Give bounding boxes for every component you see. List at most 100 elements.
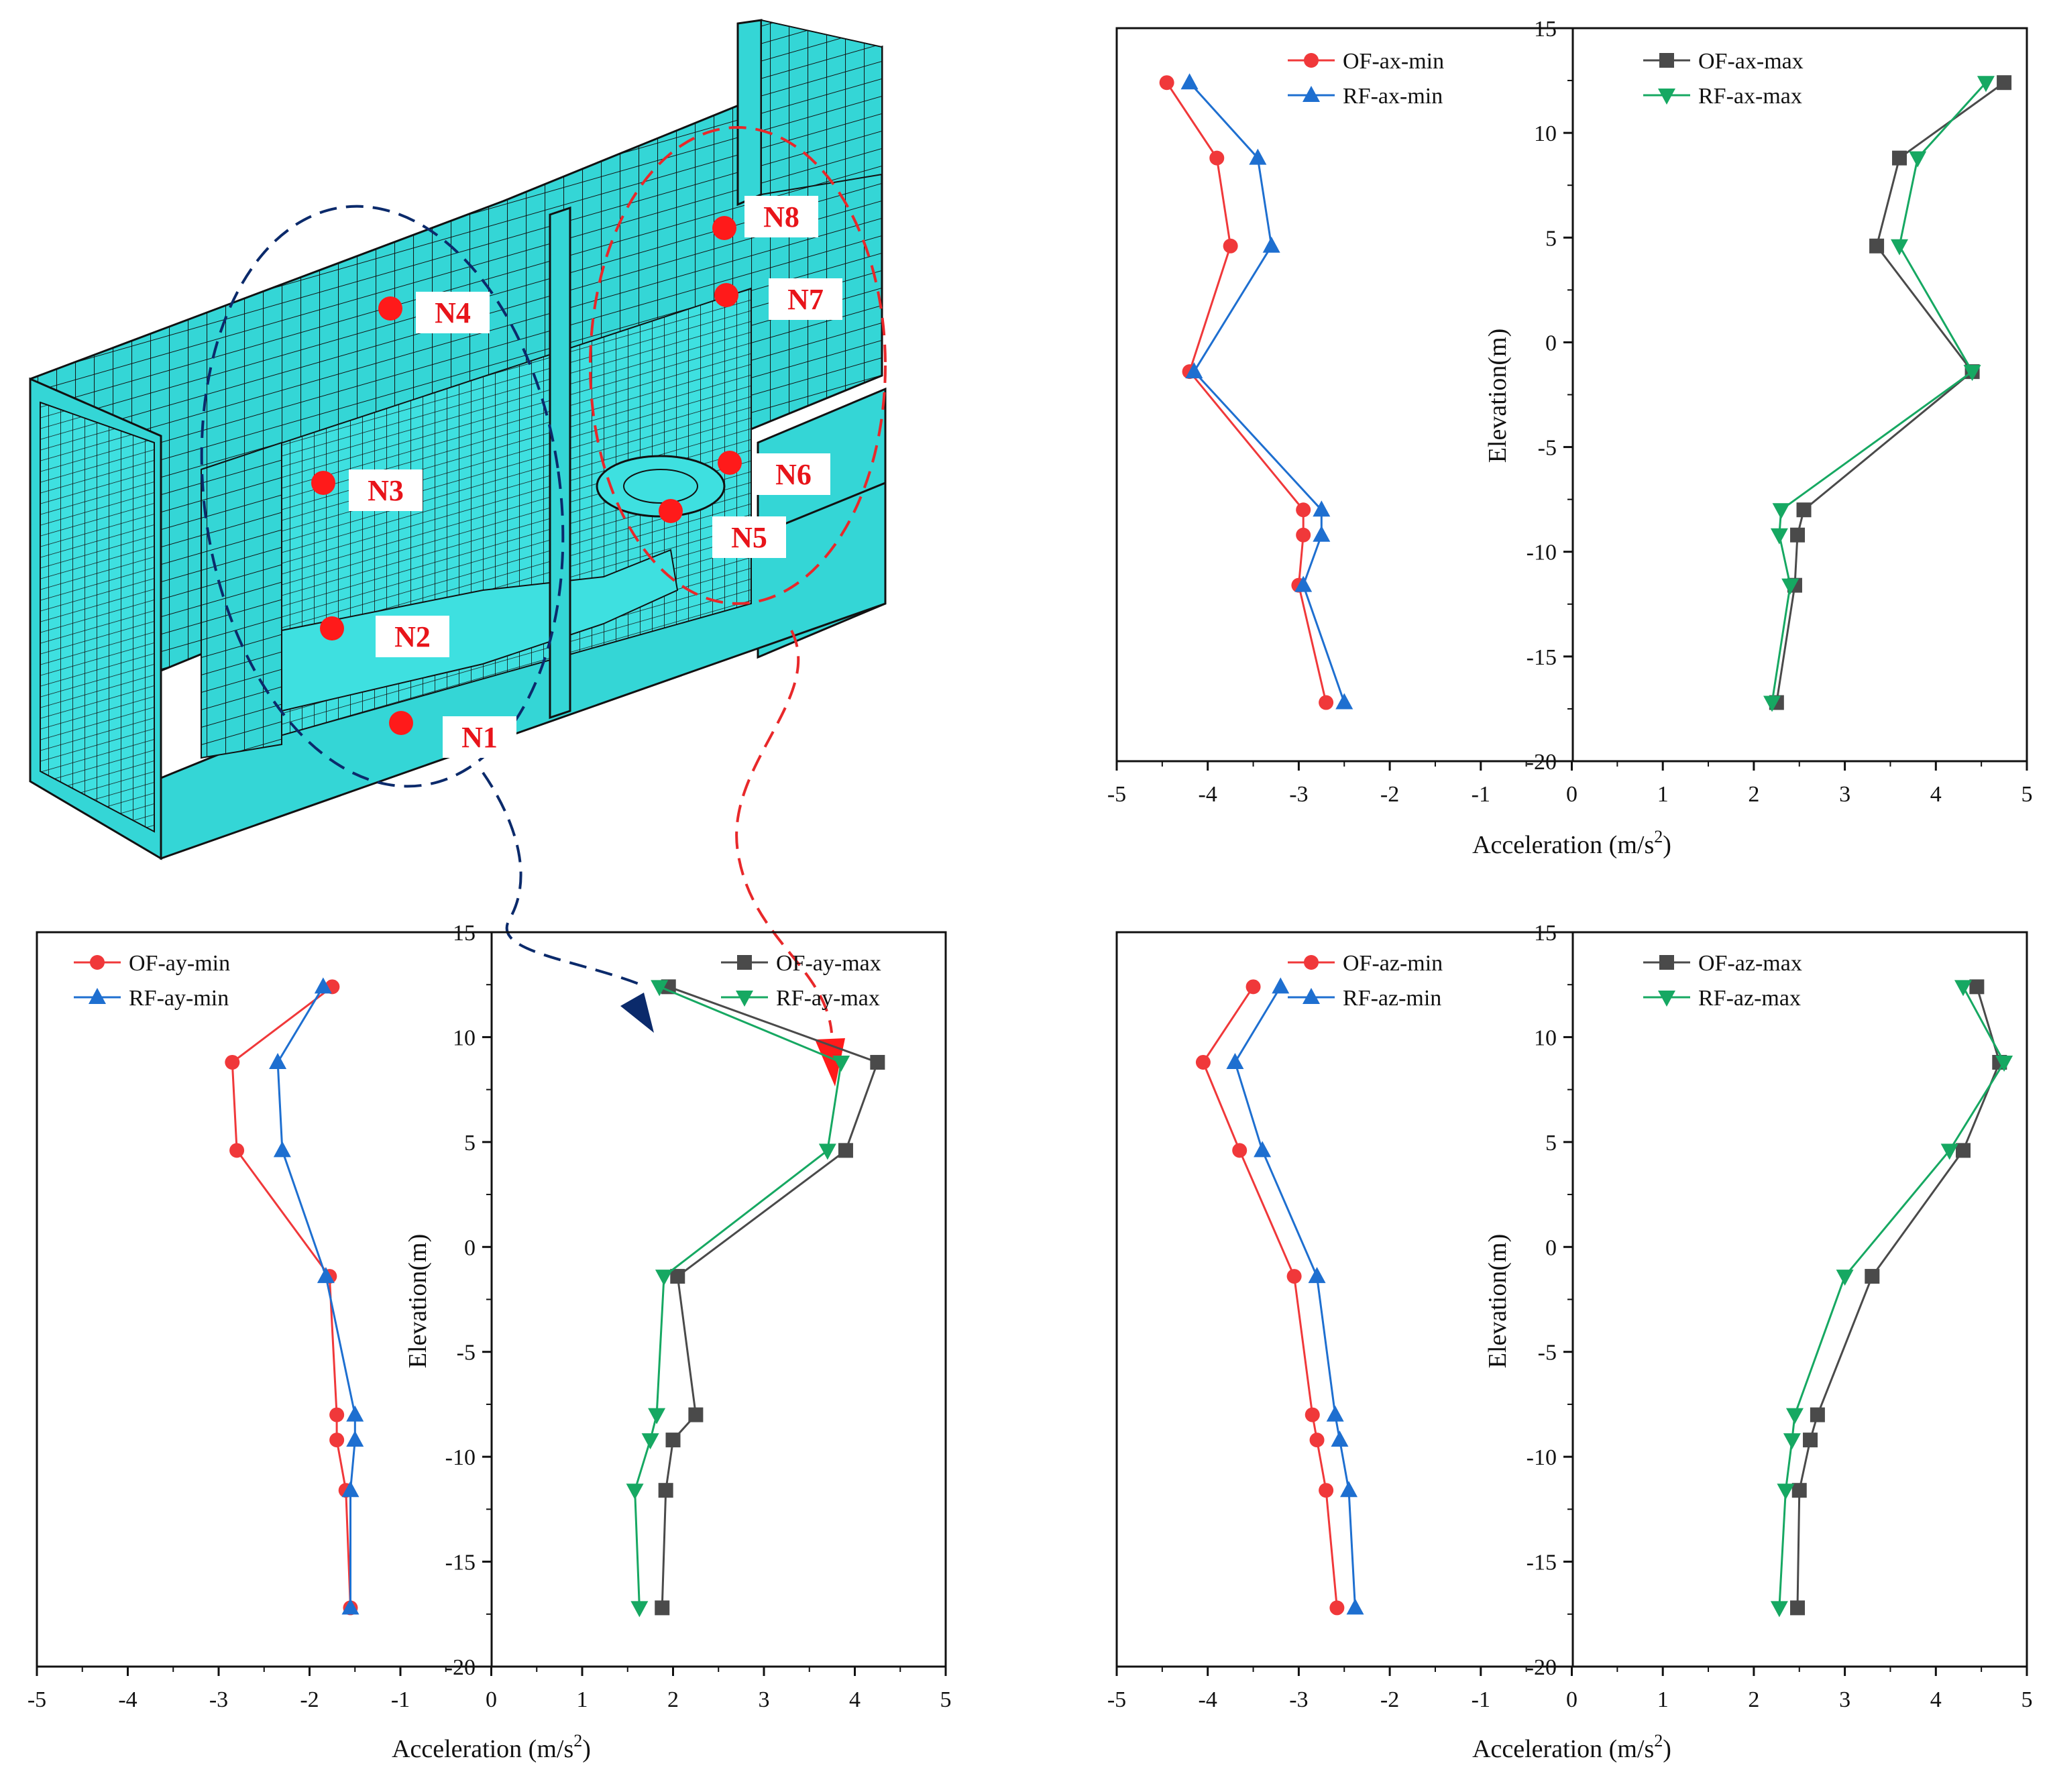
data-point-rf-ax-min-0 [1180,73,1199,90]
data-point-rf-az-min-6 [1340,1481,1358,1498]
y-tick-label: 10 [1534,1025,1557,1050]
node-label-n4: N4 [435,296,471,329]
x-tick-label: 4 [1930,1687,1942,1712]
y-tick-label: -5 [457,1341,476,1365]
node-marker-n5 [659,499,683,523]
y-tick-label: -10 [1527,541,1557,565]
y-tick-label: 15 [1534,17,1557,42]
node-label-n1: N1 [461,721,498,754]
data-point-of-az-min-0 [1245,979,1261,995]
x-tick-label: 4 [1930,782,1942,807]
legend-marker-rf-ax-min [1303,86,1320,102]
data-point-rf-ay-max-7 [630,1601,649,1618]
data-point-rf-ax-min-1 [1249,148,1267,165]
y-tick-label: -15 [445,1551,476,1575]
data-point-of-ay-min-1 [225,1054,240,1070]
data-point-rf-ax-min-7 [1335,693,1353,710]
x-tick-label: -3 [209,1687,228,1712]
x-tick-label: -2 [1380,1687,1399,1712]
x-tick-label: 4 [849,1687,861,1712]
data-point-of-ax-min-5 [1296,527,1311,543]
y-tick-label: -20 [1527,1655,1557,1680]
node-marker-n8 [712,216,736,240]
data-point-of-ax-max-0 [1997,75,2012,91]
legend-marker-of-az-min [1304,955,1319,970]
data-point-of-ax-max-1 [1892,150,1907,166]
data-point-of-az-min-7 [1329,1600,1345,1616]
data-point-of-ay-max-6 [658,1483,673,1498]
x-tick-label: 0 [1566,782,1577,807]
legend-marker-of-az-max [1659,955,1674,970]
x-tick-label: -5 [1107,782,1126,807]
x-tick-label: 5 [940,1687,952,1712]
series-line-of-az-min [1202,986,1338,1608]
y-tick-label: -5 [1538,436,1557,461]
x-tick-label: 0 [1566,1687,1577,1712]
node-label-n2: N2 [394,620,431,653]
x-axis-label-sup: 2 [1654,1731,1663,1750]
chart-az: -5 -4 -3 -2 -1 0 1 2 3 4 5151050-5-10-15-20Acceler… [1107,921,2033,1763]
legend-label-of-ay-max: OF-ay-max [776,951,881,976]
y-tick-label: 0 [464,1235,476,1260]
data-point-rf-ay-min-2 [273,1141,291,1158]
series-line-rf-az-min [1233,986,1356,1608]
node-marker-n4 [378,296,402,321]
data-point-of-az-max-4 [1810,1407,1825,1422]
data-point-rf-ay-min-6 [341,1481,359,1498]
x-tick-label: 2 [1748,782,1759,807]
node-label-bg-n2 [376,616,449,657]
legend-label-rf-ax-min: RF-ax-min [1343,84,1443,109]
data-point-of-ay-min-2 [229,1143,245,1158]
x-tick-label: 2 [667,1687,679,1712]
data-point-of-ay-max-3 [670,1269,685,1284]
legend-marker-rf-az-min [1303,988,1320,1004]
data-point-rf-ay-min-0 [314,977,332,994]
data-point-of-ax-min-7 [1319,695,1334,710]
data-point-rf-az-max-7 [1770,1601,1788,1618]
data-point-of-ax-min-1 [1209,150,1225,166]
x-axis-label: Acceleration (m/s2) [1472,1731,1671,1763]
data-point-rf-az-max-4 [1785,1408,1804,1424]
data-point-rf-az-min-0 [1272,977,1290,994]
data-point-rf-ay-max-6 [626,1483,644,1500]
data-point-rf-ay-min-5 [346,1431,364,1447]
y-axis-label: Elevation(m) [1484,329,1512,463]
legend-marker-rf-az-max [1658,991,1675,1007]
x-axis-label-main: Acceleration (m/s [1472,831,1654,859]
x-axis-label-main: Acceleration (m/s [1472,1735,1654,1763]
data-point-rf-ax-min-6 [1294,575,1313,592]
chart-ay: -5 -4 -3 -2 -1 0 1 2 3 4 5151050-5-10-15-20Acceler… [27,921,952,1763]
x-axis-label-main: Acceleration (m/s [392,1735,573,1763]
data-point-rf-ay-max-3 [655,1270,673,1286]
data-point-rf-az-min-7 [1346,1598,1364,1615]
data-point-of-az-min-3 [1286,1269,1302,1284]
data-point-of-az-max-7 [1790,1600,1806,1616]
chart-ax: -5 -4 -3 -2 -1 0 1 2 3 4 5151050-5-10-15-20Acceler… [1107,17,2033,859]
data-point-rf-ay-min-7 [341,1598,359,1615]
data-point-rf-az-min-4 [1326,1405,1344,1422]
series-line-rf-ax-min [1188,82,1345,704]
data-point-rf-ay-max-4 [648,1408,666,1424]
x-tick-label: -4 [1199,1687,1217,1712]
data-point-rf-az-max-3 [1836,1270,1854,1286]
data-point-rf-ay-max-0 [651,980,669,997]
series-line-rf-ay-max [634,985,842,1608]
model-spiral-inner [623,469,698,504]
series-line-rf-ay-min [276,986,356,1608]
x-axis-label-end: ) [1663,831,1671,859]
data-point-rf-az-min-3 [1308,1267,1326,1284]
data-point-rf-ay-min-1 [269,1052,287,1069]
node-group-left-circle [200,205,565,788]
data-point-rf-ax-max-5 [1770,528,1788,545]
x-tick-label: -1 [391,1687,410,1712]
node-label-n8: N8 [763,201,799,233]
data-point-of-az-min-4 [1305,1407,1320,1422]
node-label-bg-n6 [757,453,830,495]
model-front-mesh [40,401,155,833]
data-point-rf-ax-min-2 [1262,236,1280,253]
y-tick-label: 5 [464,1131,476,1156]
data-point-of-ax-max-5 [1790,527,1806,543]
y-tick-label: 0 [1545,1235,1557,1260]
